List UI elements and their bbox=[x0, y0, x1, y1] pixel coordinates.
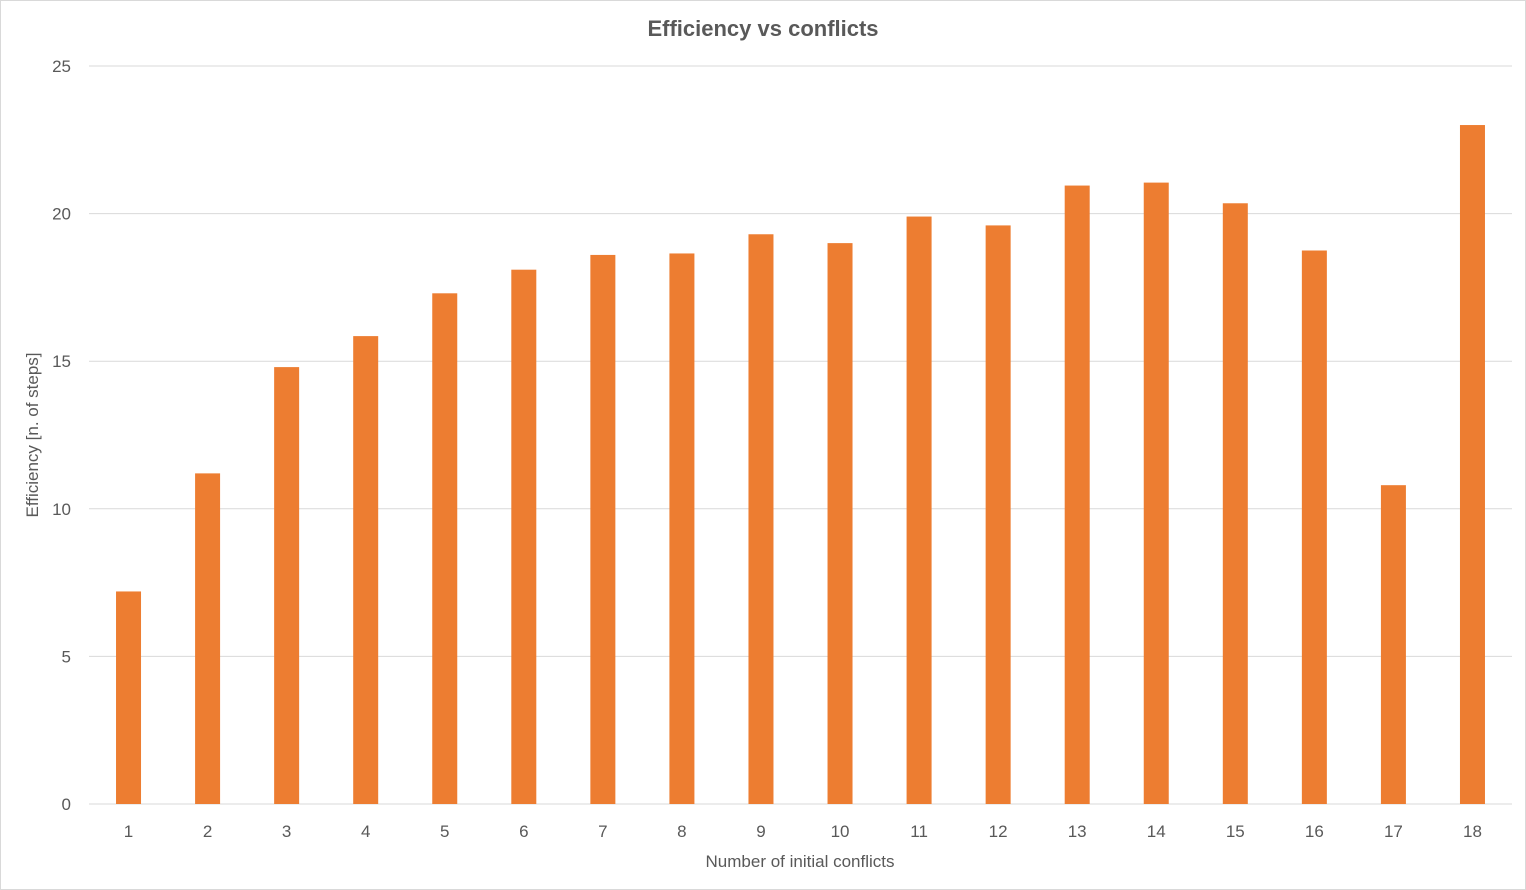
x-tick-label: 14 bbox=[1147, 822, 1166, 841]
bar-7 bbox=[590, 254, 616, 805]
y-tick-label: 5 bbox=[62, 647, 71, 666]
bar-5 bbox=[432, 293, 458, 804]
x-tick-label: 2 bbox=[203, 822, 212, 841]
x-axis-label: Number of initial conflicts bbox=[706, 852, 895, 871]
bar-10 bbox=[827, 243, 853, 804]
gridlines bbox=[89, 65, 1512, 805]
bar-11 bbox=[906, 216, 932, 804]
x-tick-label: 12 bbox=[989, 822, 1008, 841]
bar-17 bbox=[1380, 485, 1406, 804]
x-tick-label: 10 bbox=[831, 822, 850, 841]
bar-15 bbox=[1222, 203, 1248, 804]
bar-16 bbox=[1301, 250, 1327, 804]
y-axis-label: Efficiency [n. of steps] bbox=[23, 352, 42, 517]
x-axis-ticks: 1 2 3 4 5 6 7 8 9 10 11 12 13 14 15 16 17 18 bbox=[124, 822, 1482, 841]
bar-1 bbox=[116, 591, 142, 804]
bar-2 bbox=[195, 473, 221, 804]
y-axis-ticks: 0 5 10 15 20 25 bbox=[52, 57, 71, 814]
x-tick-label: 18 bbox=[1463, 822, 1482, 841]
x-tick-label: 3 bbox=[282, 822, 291, 841]
bar-8 bbox=[669, 253, 695, 804]
bar-14 bbox=[1143, 182, 1169, 804]
bar-18 bbox=[1459, 125, 1485, 805]
bar-4 bbox=[353, 336, 379, 804]
x-tick-label: 1 bbox=[124, 822, 133, 841]
bar-3 bbox=[274, 367, 300, 804]
bar-6 bbox=[511, 269, 537, 804]
bar-9 bbox=[748, 234, 774, 804]
y-tick-label: 15 bbox=[52, 352, 71, 371]
x-tick-label: 16 bbox=[1305, 822, 1324, 841]
bar-12 bbox=[985, 225, 1011, 804]
x-tick-label: 8 bbox=[677, 822, 686, 841]
chart-title: Efficiency vs conflicts bbox=[647, 16, 878, 41]
x-tick-label: 11 bbox=[910, 822, 928, 841]
x-tick-label: 17 bbox=[1384, 822, 1403, 841]
x-tick-label: 13 bbox=[1068, 822, 1087, 841]
x-tick-label: 15 bbox=[1226, 822, 1245, 841]
bars bbox=[116, 125, 1485, 805]
x-tick-label: 4 bbox=[361, 822, 370, 841]
y-tick-label: 25 bbox=[52, 57, 71, 76]
x-tick-label: 7 bbox=[598, 822, 607, 841]
x-tick-label: 6 bbox=[519, 822, 528, 841]
y-tick-label: 0 bbox=[62, 795, 71, 814]
x-tick-label: 5 bbox=[440, 822, 449, 841]
bar-13 bbox=[1064, 185, 1090, 804]
x-tick-label: 9 bbox=[756, 822, 765, 841]
y-tick-label: 20 bbox=[52, 205, 71, 224]
y-tick-label: 10 bbox=[52, 500, 71, 519]
